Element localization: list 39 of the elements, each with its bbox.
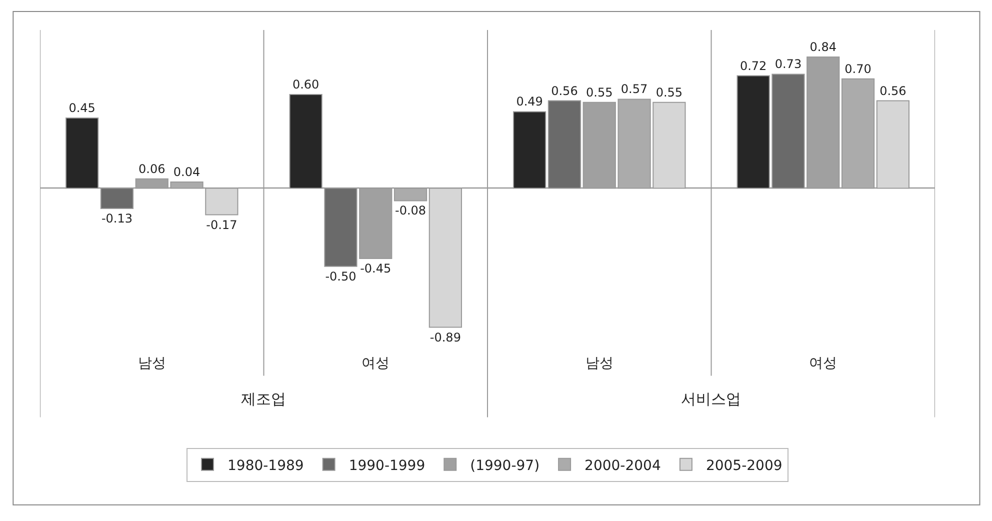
data-label: -0.17 bbox=[206, 218, 238, 232]
bar bbox=[513, 111, 546, 189]
data-label: -0.13 bbox=[101, 212, 132, 226]
bar bbox=[394, 188, 428, 202]
data-label: -0.50 bbox=[325, 269, 356, 284]
bar bbox=[548, 100, 582, 189]
data-label: 0.55 bbox=[656, 85, 683, 100]
text: 제조업 bbox=[241, 390, 286, 408]
x-tick-label: 여성 bbox=[362, 356, 390, 372]
data-label: 0.49 bbox=[516, 94, 543, 109]
data-label: -0.45 bbox=[360, 262, 392, 276]
data-label: 0.45 bbox=[68, 100, 96, 115]
data-label: 0.84 bbox=[810, 40, 836, 54]
data-label: 0.56 bbox=[880, 84, 906, 98]
data-label: 0.06 bbox=[138, 162, 166, 176]
data-label: 0.57 bbox=[620, 82, 648, 96]
bar bbox=[66, 117, 99, 189]
x-tick-label: 남성 bbox=[138, 356, 166, 372]
x-tick-label: 남성 bbox=[585, 356, 614, 372]
data-label: 0.55 bbox=[586, 85, 613, 100]
legend-label: 1990-1999 bbox=[348, 458, 426, 474]
data-label: -0.89 bbox=[430, 330, 461, 344]
data-label: 0.04 bbox=[173, 164, 200, 179]
legend-label: 1980-1989 bbox=[228, 458, 304, 474]
data-label: 0.60 bbox=[292, 78, 320, 92]
data-label: 0.56 bbox=[551, 84, 578, 98]
data-label: -0.08 bbox=[395, 204, 426, 218]
bar bbox=[876, 100, 910, 189]
bar bbox=[841, 78, 875, 189]
x-tick-label: 여성 bbox=[809, 356, 838, 372]
text: 서비스업 bbox=[681, 390, 741, 408]
legend-label: (1990-97) bbox=[470, 458, 540, 474]
legend-label: 2000-2004 bbox=[584, 458, 661, 474]
data-label: 0.72 bbox=[740, 58, 767, 73]
legend-label: 2005-2009 bbox=[706, 458, 782, 474]
data-label: 0.73 bbox=[774, 57, 802, 72]
bar bbox=[100, 188, 134, 210]
data-label: 0.70 bbox=[844, 62, 872, 76]
bar bbox=[428, 188, 462, 328]
